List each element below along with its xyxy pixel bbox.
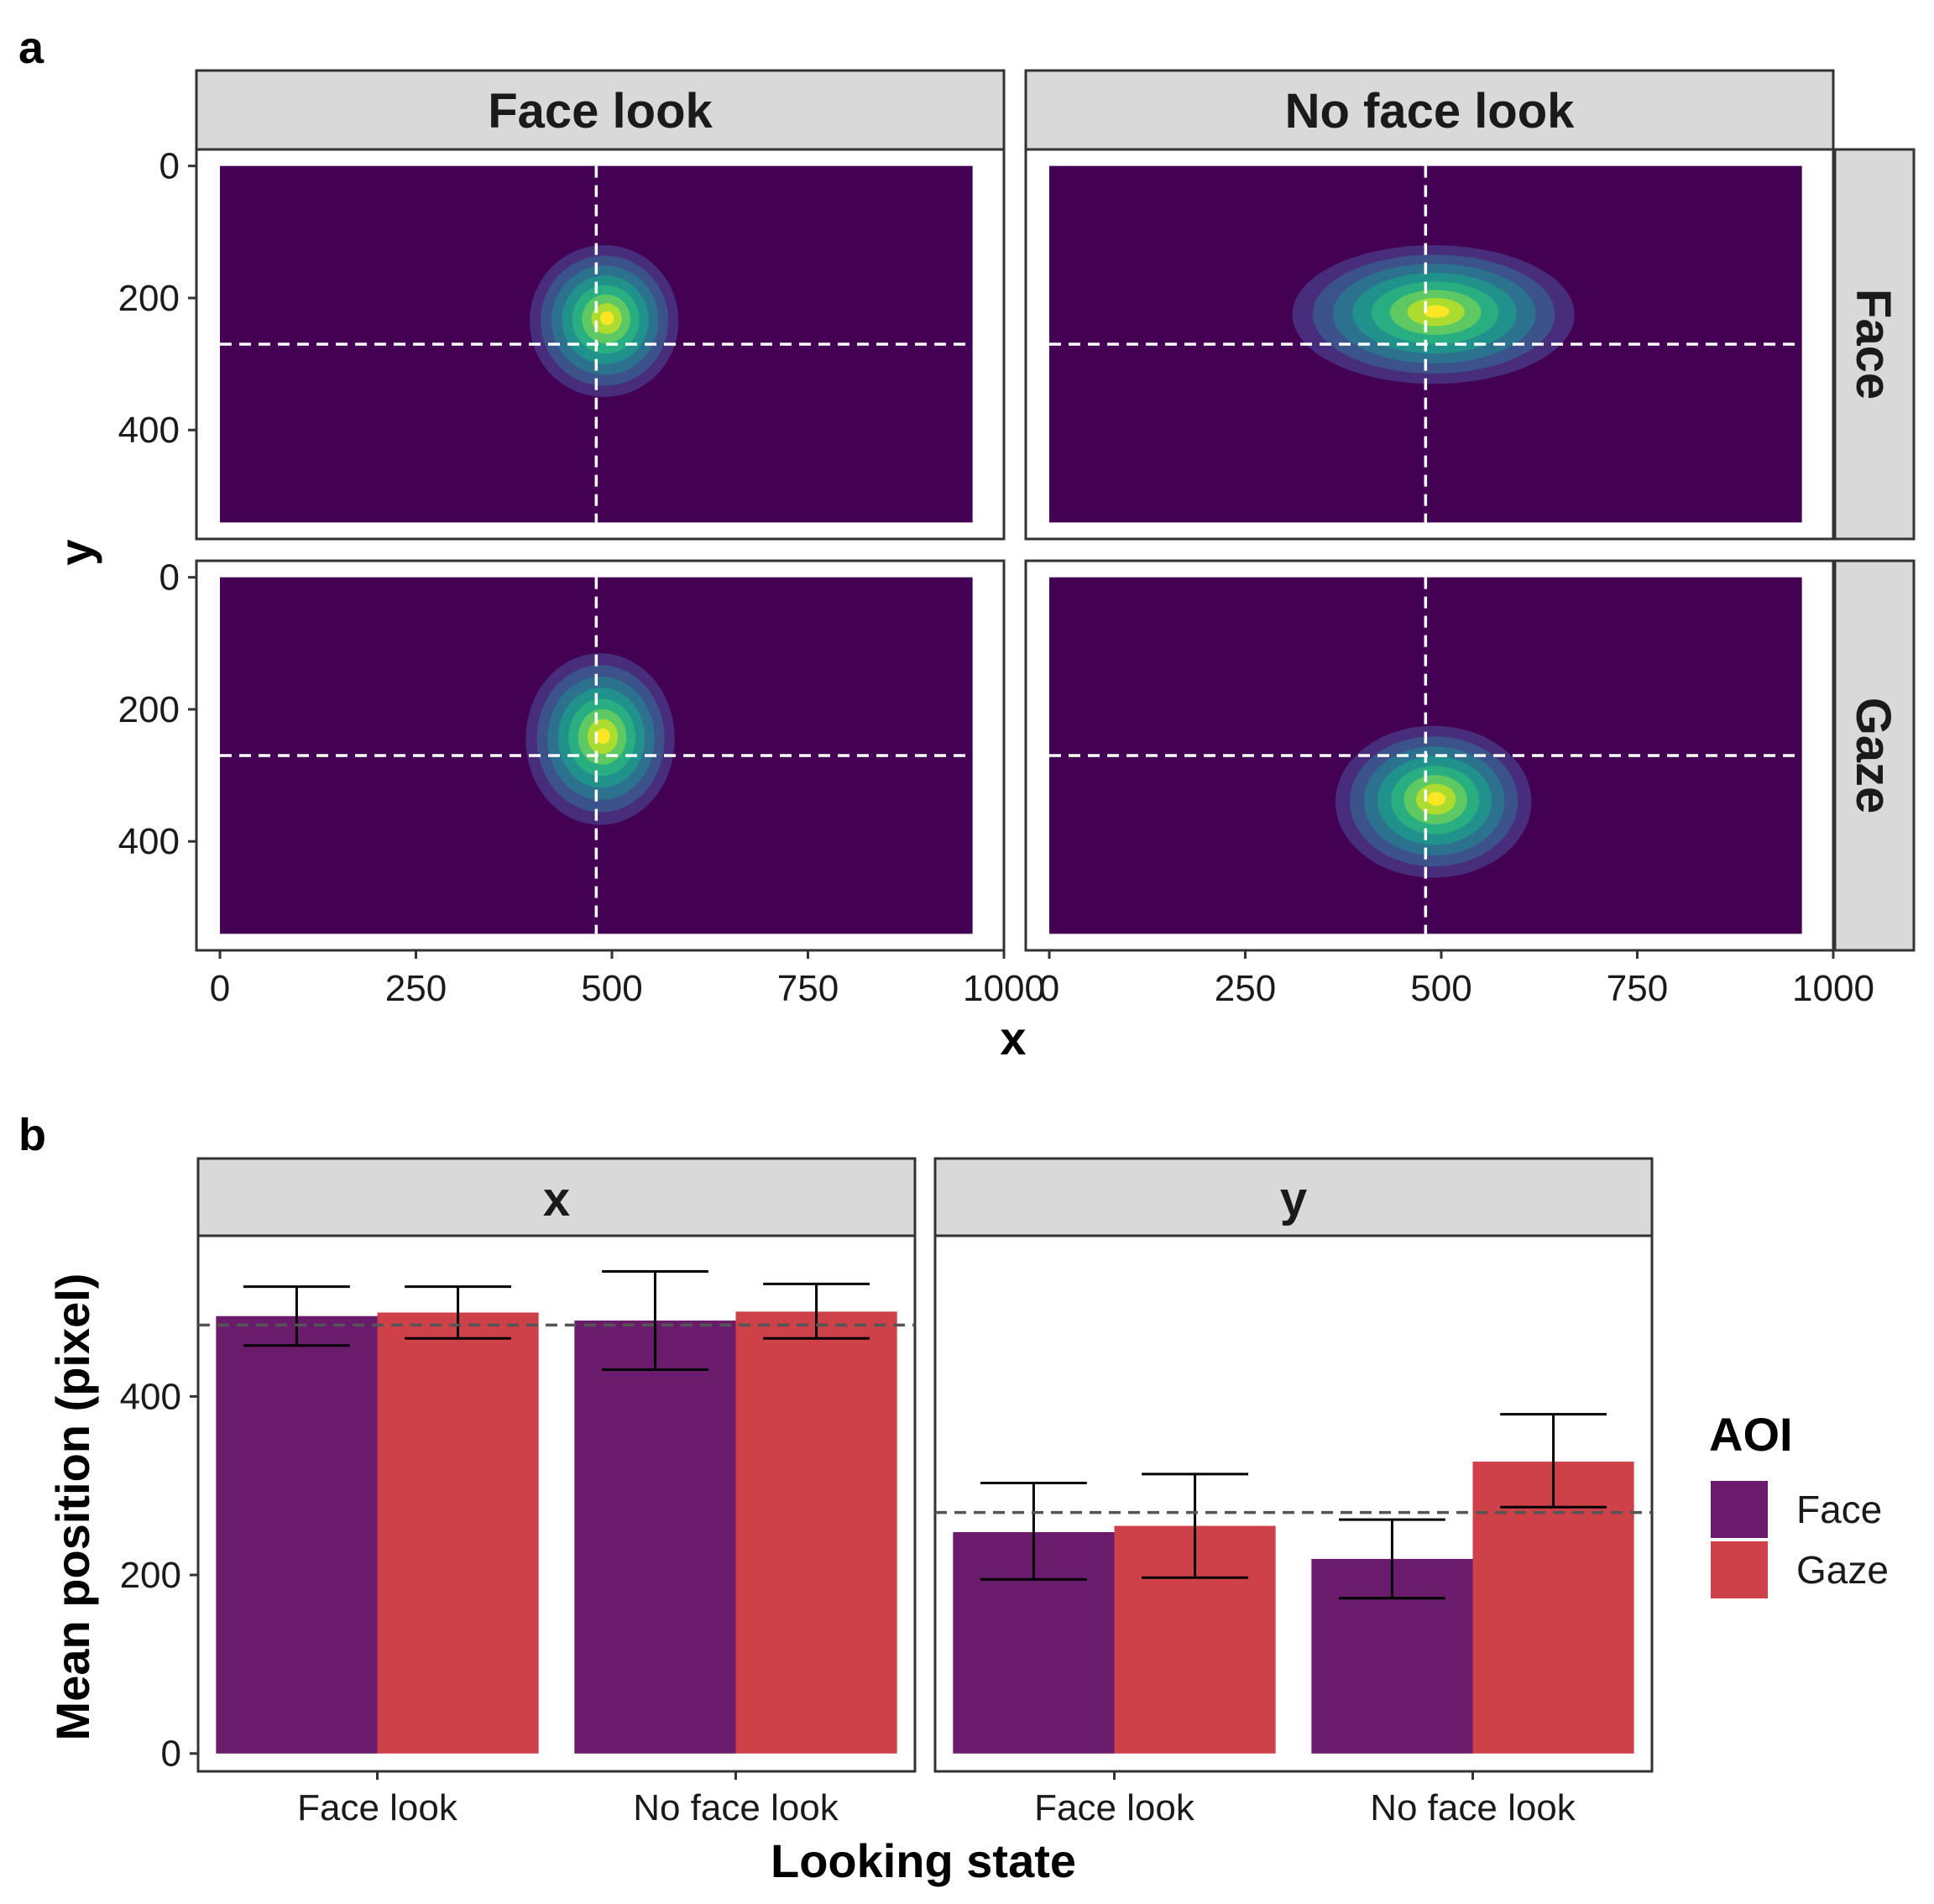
y-tick-label: 200	[118, 689, 180, 730]
facet-strip-column	[195, 69, 1006, 151]
error-bar	[1142, 1472, 1248, 1579]
bar	[216, 1316, 378, 1754]
density-contour	[600, 311, 614, 326]
x-tick-label: Face look	[297, 1787, 458, 1828]
y-tick-label: 200	[120, 1555, 181, 1596]
x-tick-label: 750	[777, 968, 839, 1009]
bar	[735, 1311, 897, 1754]
density-contour	[596, 728, 610, 745]
bar-facet	[196, 1234, 917, 1773]
x-tick-label: 0	[210, 968, 230, 1009]
x-tick-label: No face look	[633, 1787, 839, 1828]
legend: AOI Face Gaze	[1709, 1408, 1889, 1598]
facet-strip-column-label: x	[543, 1172, 570, 1227]
legend-key	[1711, 1541, 1768, 1598]
panel-label-a: a	[18, 23, 44, 73]
x-tick-label: 500	[581, 968, 642, 1009]
x-tick-label: 500	[1410, 968, 1471, 1009]
facet-strip-column-label: Face look	[488, 84, 713, 139]
y-tick-label: 200	[118, 278, 180, 319]
x-tick-label: 1000	[963, 968, 1045, 1009]
error-bar	[1339, 1518, 1445, 1600]
y-tick-label: 0	[161, 1734, 181, 1775]
bar	[377, 1312, 539, 1754]
error-bar	[763, 1282, 870, 1340]
bar	[1472, 1462, 1634, 1754]
y-tick-label: 400	[118, 821, 180, 862]
facet-strip-row	[1833, 559, 1916, 952]
y-tick-label: 400	[120, 1376, 181, 1417]
x-tick-label: 0	[1039, 968, 1059, 1009]
bar	[574, 1321, 736, 1754]
panel-b-y-axis-title: Mean position (pixel)	[46, 1274, 99, 1741]
facet-strip-column-label: No face look	[1285, 84, 1576, 139]
facet-strip-row-label: Gaze	[1846, 698, 1900, 814]
y-tick-label: 0	[159, 146, 180, 187]
density-facet	[195, 148, 1006, 541]
panel-a: Face look No face look Face Gaze 0 200 400 0 20…	[50, 69, 1916, 1064]
error-bar	[980, 1482, 1087, 1581]
legend-key	[1711, 1481, 1768, 1538]
error-bar	[1500, 1413, 1607, 1509]
error-bar	[243, 1285, 350, 1347]
density-facet	[1024, 148, 1835, 541]
facet-strip-column-label: y	[1280, 1172, 1307, 1227]
density-contour	[1427, 792, 1445, 806]
panel-a-y-axis-title: y	[50, 539, 102, 565]
panel-a-x-axis-title: x	[1000, 1012, 1026, 1064]
facet-strip-column	[933, 1157, 1654, 1237]
facet-strip-column	[1024, 69, 1835, 151]
panel-label-b: b	[18, 1110, 46, 1160]
panel-b: x y Face look No face look Face look No face…	[46, 1157, 1889, 1887]
error-bar	[405, 1285, 511, 1340]
density-contour	[1423, 305, 1450, 318]
error-bar	[602, 1270, 708, 1371]
facet-strip-column	[196, 1157, 917, 1237]
y-tick-label: 0	[159, 557, 180, 599]
x-tick-label: 750	[1607, 968, 1668, 1009]
legend-label: Face	[1796, 1488, 1882, 1531]
x-tick-label: No face look	[1370, 1787, 1576, 1828]
density-facet	[195, 559, 1006, 952]
facet-strip-row-label: Face	[1846, 289, 1900, 400]
bar-facet	[933, 1234, 1654, 1773]
facet-strip-row	[1833, 148, 1916, 541]
y-tick-label: 400	[118, 410, 180, 451]
panel-b-x-axis-title: Looking state	[771, 1834, 1076, 1887]
x-tick-label: 250	[1215, 968, 1276, 1009]
x-tick-label: 250	[385, 968, 447, 1009]
x-tick-label: Face look	[1034, 1787, 1195, 1828]
legend-label: Gaze	[1796, 1548, 1889, 1592]
x-tick-label: 1000	[1792, 968, 1874, 1009]
density-facet	[1024, 559, 1835, 952]
legend-title: AOI	[1709, 1408, 1793, 1461]
